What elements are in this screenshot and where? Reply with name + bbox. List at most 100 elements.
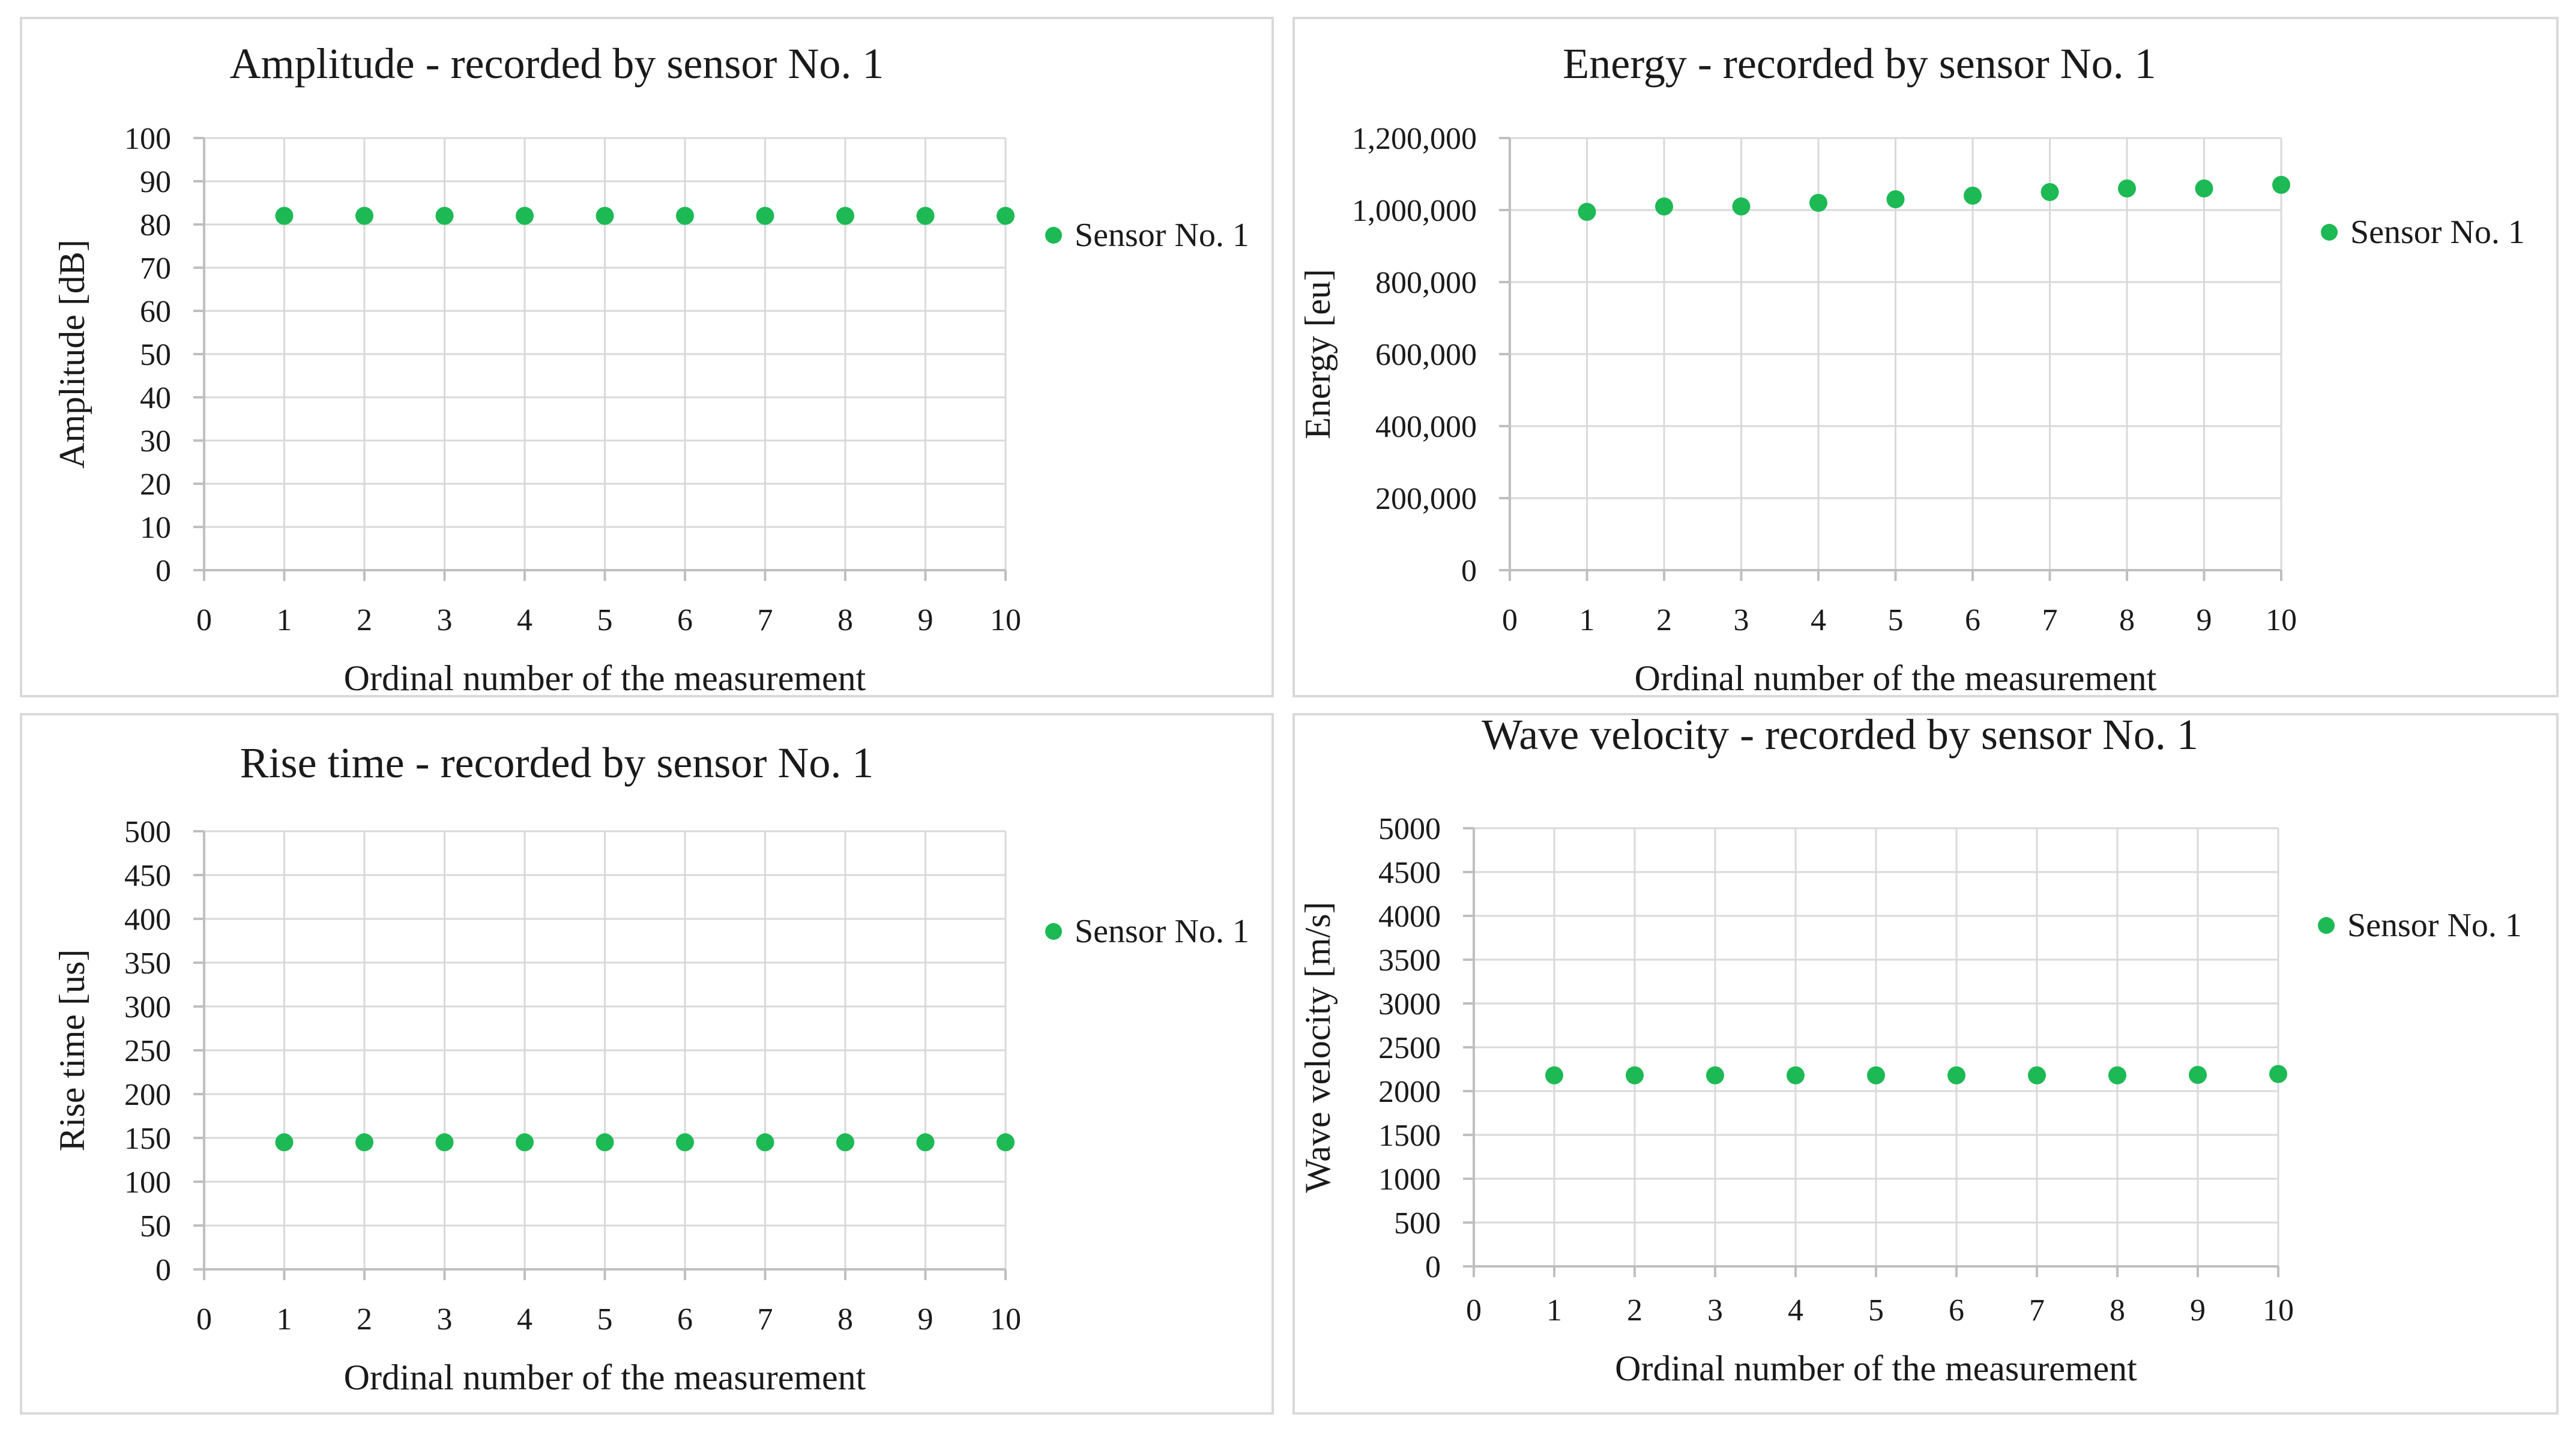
y-tick-label: 400,000: [1375, 410, 1477, 444]
y-tick-label: 0: [1425, 1250, 1441, 1284]
legend-label: Sensor No. 1: [1075, 913, 1249, 950]
y-tick-label: 350: [124, 946, 171, 981]
y-tick-label: 0: [155, 1253, 171, 1287]
y-tick-label: 2000: [1378, 1075, 1441, 1109]
data-point: [2195, 179, 2213, 197]
data-point: [2028, 1066, 2046, 1085]
data-point: [1947, 1066, 1965, 1085]
y-tick-label: 60: [140, 295, 171, 329]
data-point: [596, 206, 614, 225]
chart-panel-2: Energy - recorded by sensor No. 1 0 200,00…: [1293, 17, 2559, 698]
x-axis-title: Ordinal number of the measurement: [344, 1358, 866, 1397]
y-tick-label: 300: [124, 990, 171, 1024]
x-tick-label: 3: [437, 603, 453, 637]
data-point: [2108, 1066, 2126, 1085]
y-tick-label: 1,000,000: [1352, 194, 1477, 228]
data-point: [2041, 183, 2059, 201]
y-tick-label: 90: [140, 165, 171, 199]
data-point: [1964, 187, 1982, 205]
data-point: [596, 1133, 614, 1152]
y-tick-label: 400: [124, 903, 171, 937]
data-point: [836, 206, 854, 225]
y-tick-label: 450: [124, 859, 171, 893]
chart-frame: [1293, 713, 2559, 1415]
chart-frame: [20, 17, 1274, 697]
data-point: [435, 1133, 454, 1152]
x-tick-label: 7: [758, 603, 773, 637]
y-tick-label: 200,000: [1375, 482, 1477, 516]
y-tick-label: 0: [1461, 554, 1477, 588]
y-tick-label: 70: [140, 251, 171, 286]
x-tick-label: 3: [1707, 1293, 1723, 1328]
x-tick-label: 0: [1502, 603, 1518, 637]
y-tick-label: 50: [140, 338, 171, 372]
chart-title: Wave velocity - recorded by sensor No. 1: [1482, 711, 2198, 759]
data-point: [1732, 197, 1751, 215]
x-tick-label: 3: [1734, 603, 1749, 637]
chart-title: Rise time - recorded by sensor No. 1: [240, 739, 874, 787]
x-tick-label: 0: [1466, 1293, 1482, 1328]
y-axis-title: Amplitude [dB]: [52, 239, 92, 469]
x-axis-title: Ordinal number of the measurement: [1615, 1349, 2137, 1388]
x-tick-label: 7: [2029, 1293, 2045, 1328]
y-tick-label: 0: [155, 554, 171, 588]
data-point: [2118, 179, 2136, 197]
x-tick-label: 9: [918, 1302, 934, 1337]
data-point: [756, 206, 774, 225]
data-point: [836, 1133, 854, 1152]
x-tick-label: 1: [277, 603, 292, 637]
x-tick-label: 6: [677, 603, 693, 637]
x-axis-title: Ordinal number of the measurement: [1635, 658, 2157, 698]
data-point: [435, 206, 454, 225]
x-tick-label: 8: [837, 1302, 853, 1337]
x-tick-label: 4: [1788, 1293, 1803, 1328]
data-point: [1545, 1066, 1563, 1085]
y-axis-title: Rise time [us]: [52, 949, 92, 1152]
data-point: [355, 206, 373, 225]
y-tick-label: 40: [140, 381, 171, 415]
chart-title: Energy - recorded by sensor No. 1: [1563, 40, 2156, 88]
x-tick-label: 4: [517, 1302, 532, 1337]
data-point: [997, 206, 1015, 225]
y-tick-label: 1000: [1378, 1163, 1441, 1197]
x-tick-label: 6: [677, 1302, 693, 1337]
x-tick-label: 9: [2197, 603, 2212, 637]
legend-label: Sensor No. 1: [1075, 217, 1249, 254]
chart-panel-1: Amplitude - recorded by sensor No. 10102…: [20, 17, 1274, 698]
data-point: [1578, 203, 1596, 221]
x-tick-label: 0: [196, 1302, 212, 1337]
x-tick-label: 6: [1965, 603, 1980, 637]
x-tick-label: 3: [437, 1302, 453, 1337]
data-point: [2189, 1065, 2207, 1084]
data-point: [756, 1133, 774, 1152]
legend-label: Sensor No. 1: [2347, 907, 2522, 944]
data-point: [1809, 194, 1827, 212]
y-tick-label: 600,000: [1375, 338, 1477, 372]
y-tick-label: 200: [124, 1078, 171, 1112]
x-axis-title: Ordinal number of the measurement: [344, 658, 866, 698]
y-tick-label: 150: [124, 1122, 171, 1156]
y-tick-label: 2500: [1378, 1031, 1441, 1065]
y-tick-label: 250: [124, 1034, 171, 1068]
y-tick-label: 1500: [1378, 1119, 1441, 1153]
data-point: [516, 1133, 534, 1152]
y-tick-label: 10: [140, 511, 171, 545]
y-tick-label: 3500: [1378, 943, 1441, 978]
x-tick-label: 1: [1579, 603, 1595, 637]
legend-marker: [2318, 917, 2335, 934]
x-tick-label: 1: [277, 1302, 292, 1337]
data-point: [2269, 1065, 2287, 1083]
x-tick-label: 5: [597, 603, 613, 637]
y-tick-label: 20: [140, 468, 171, 502]
legend-marker: [1045, 923, 1062, 940]
x-tick-label: 10: [990, 603, 1021, 637]
data-point: [2272, 176, 2290, 194]
data-point: [1706, 1066, 1724, 1085]
y-tick-label: 50: [140, 1209, 171, 1244]
x-tick-label: 10: [2263, 1293, 2294, 1328]
data-point: [676, 206, 694, 225]
x-tick-label: 8: [2119, 603, 2135, 637]
x-tick-label: 10: [990, 1302, 1021, 1337]
y-tick-label: 800,000: [1375, 266, 1477, 300]
